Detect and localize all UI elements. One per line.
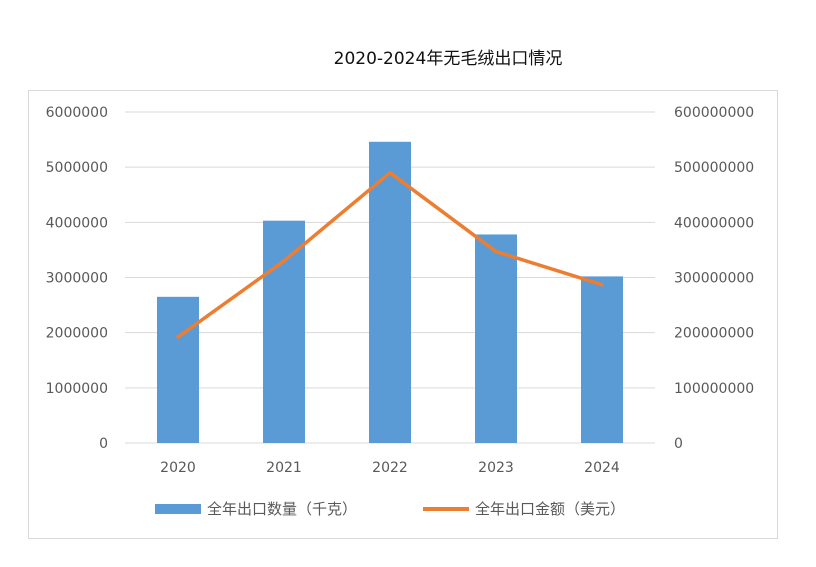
bar: [157, 296, 199, 443]
x-tick-label: 2024: [584, 460, 620, 476]
chart-title: 2020-2024年无毛绒出口情况: [333, 49, 563, 69]
y-left-tick-label: 2000000: [46, 326, 108, 342]
legend-label-value: 全年出口金额（美元）: [475, 500, 626, 518]
bar: [263, 220, 305, 443]
y-right-tick-label: 500000000: [674, 160, 754, 176]
bar: [475, 234, 517, 443]
x-tick-label: 2021: [266, 460, 302, 476]
x-tick-label: 2022: [372, 460, 408, 476]
y-left-tick-label: 4000000: [46, 215, 108, 231]
y-right-tick-label: 100000000: [674, 381, 754, 397]
x-tick-label: 2020: [160, 460, 196, 476]
legend-label-quantity: 全年出口数量（千克）: [207, 500, 358, 518]
y-left-tick-label: 0: [99, 436, 108, 452]
legend-swatch-bar: [155, 503, 201, 514]
y-right-tick-label: 0: [674, 436, 683, 452]
y-left-tick-label: 1000000: [46, 381, 108, 397]
legend-item-value: 全年出口金额（美元）: [423, 498, 625, 519]
legend-swatch-line: [423, 506, 469, 511]
bar: [369, 141, 411, 444]
y-left-tick-label: 6000000: [46, 105, 108, 121]
legend-item-quantity: 全年出口数量（千克）: [155, 498, 357, 519]
y-left-tick-label: 5000000: [46, 160, 108, 176]
y-right-tick-label: 300000000: [674, 271, 754, 287]
chart-frame: [28, 90, 778, 539]
y-left-tick-label: 3000000: [46, 271, 108, 287]
x-tick-label: 2023: [478, 460, 514, 476]
y-right-tick-label: 400000000: [674, 215, 754, 231]
y-right-tick-label: 600000000: [674, 105, 754, 121]
bar: [581, 276, 623, 443]
y-right-tick-label: 200000000: [674, 326, 754, 342]
